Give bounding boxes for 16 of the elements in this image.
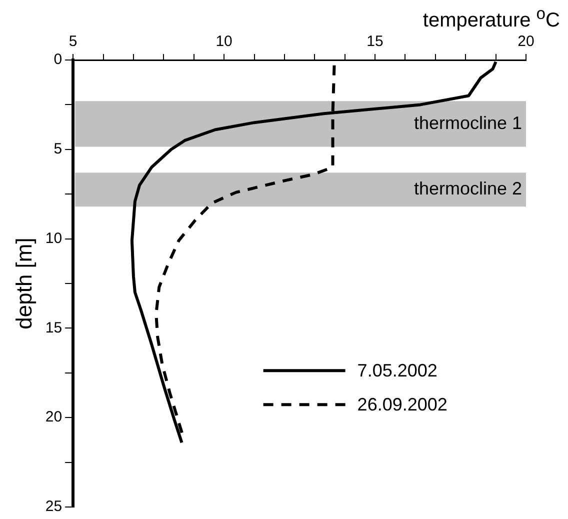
y-tick-label: 10 [45,230,62,247]
legend-label: 26.09.2002 [357,394,448,415]
x-axis-title: temperature $^{o}$C [422,4,560,33]
y-tick-label: 25 [45,498,62,516]
x-tick-label: 10 [216,33,232,50]
y-axis-title: depth [m] [11,238,36,330]
y-tick-label: 20 [45,408,62,426]
band-label: thermocline 2 [414,178,522,199]
x-tick-label: 15 [366,33,384,50]
y-tick-label: 5 [54,140,62,158]
x-tick-label: 20 [518,33,534,50]
y-tick-label: 0 [54,51,62,68]
x-tick-label: 5 [68,33,78,50]
legend-label: 7.05.2002 [357,360,438,381]
band-label: thermocline 1 [414,112,522,133]
y-tick-label: 15 [45,319,62,336]
